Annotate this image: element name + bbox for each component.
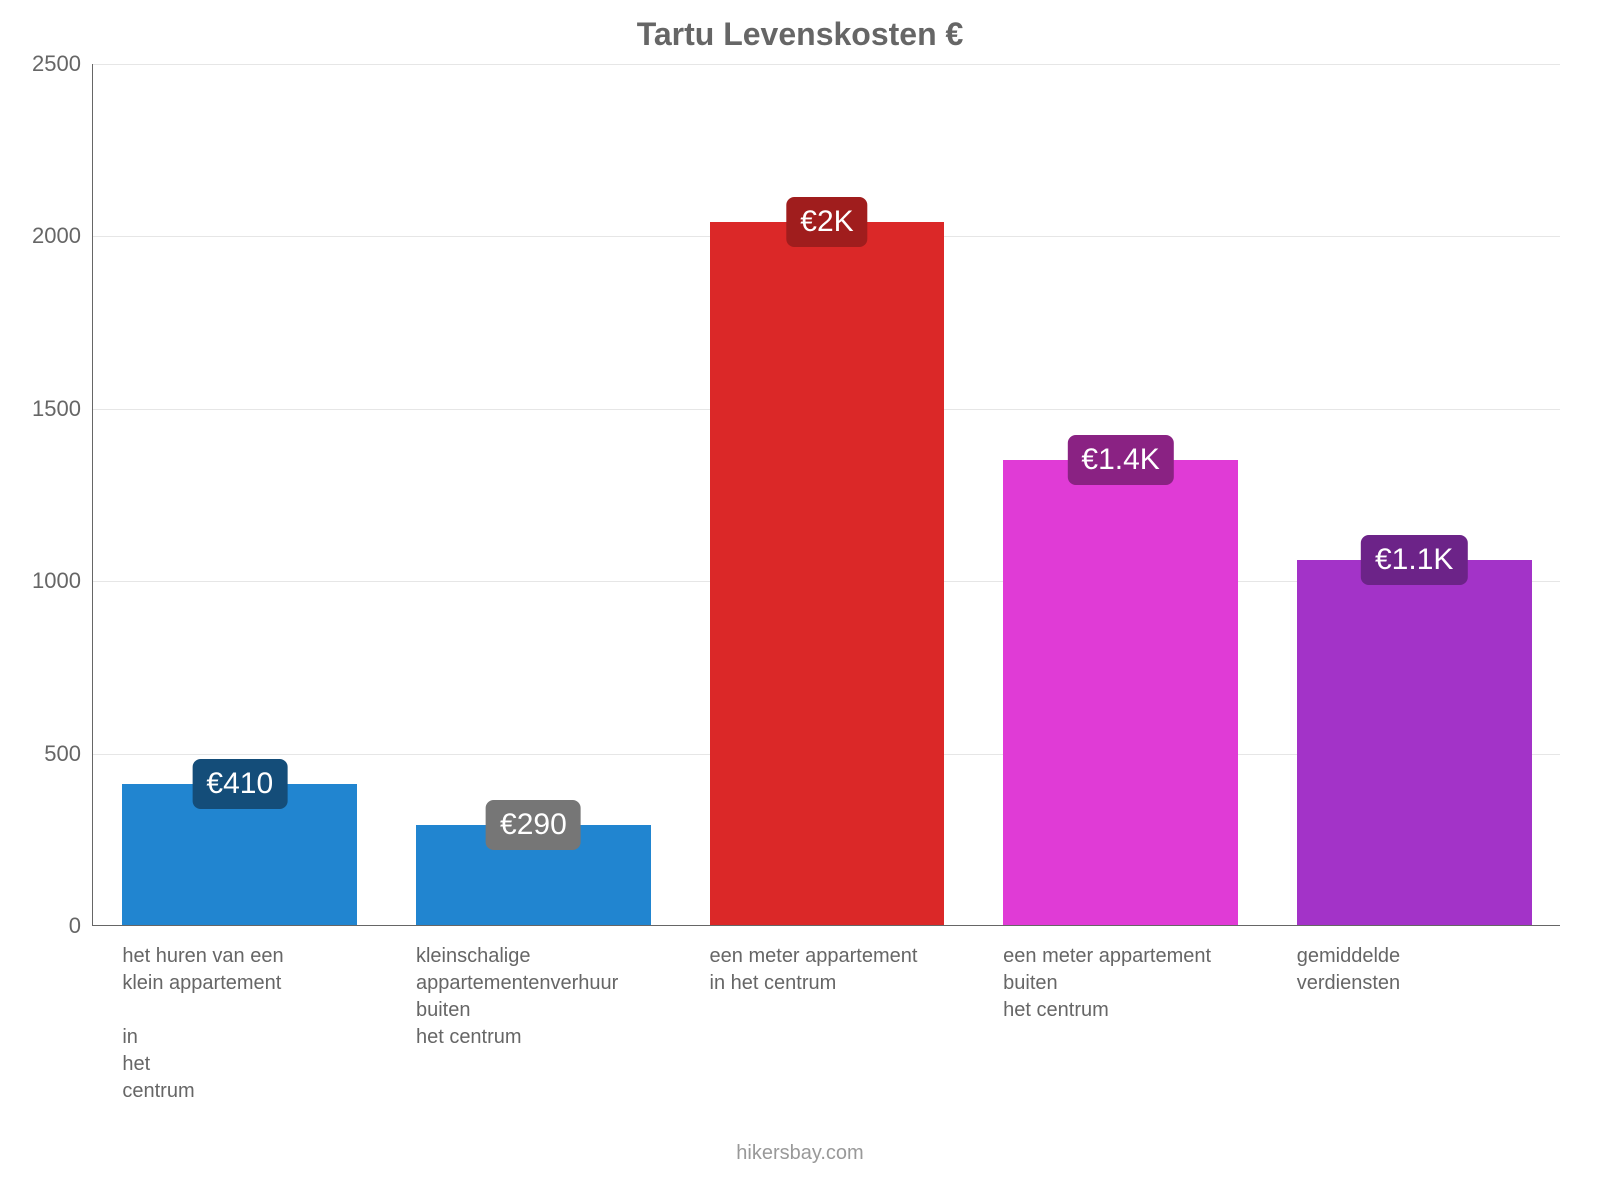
y-tick-label: 1500 xyxy=(32,396,93,422)
attribution-label: hikersbay.com xyxy=(0,1142,1600,1165)
y-tick-label: 500 xyxy=(44,741,93,767)
cost-of-living-chart: Tartu Levenskosten € 0500100015002000250… xyxy=(0,0,1600,1200)
bar: €2K xyxy=(710,222,945,925)
value-badge: €2K xyxy=(786,197,867,247)
y-tick-label: 1000 xyxy=(32,568,93,594)
gridline xyxy=(93,64,1560,65)
x-tick-label: een meter appartement buiten het centrum xyxy=(1003,925,1238,1024)
value-badge: €1.4K xyxy=(1067,435,1173,485)
y-tick-label: 2500 xyxy=(32,51,93,77)
value-badge: €1.1K xyxy=(1361,535,1467,585)
y-tick-label: 2000 xyxy=(32,223,93,249)
plot-area: 05001000150020002500€410het huren van ee… xyxy=(92,64,1560,926)
y-tick-label: 0 xyxy=(69,913,93,939)
chart-title: Tartu Levenskosten € xyxy=(0,16,1600,53)
x-tick-label: het huren van een klein appartement in h… xyxy=(122,925,357,1105)
bar: €1.1K xyxy=(1297,560,1532,925)
value-badge: €410 xyxy=(192,759,287,809)
x-tick-label: kleinschalige appartementenverhuur buite… xyxy=(416,925,651,1051)
x-tick-label: een meter appartement in het centrum xyxy=(710,925,945,997)
bar: €410 xyxy=(122,784,357,925)
bar: €290 xyxy=(416,825,651,925)
bar: €1.4K xyxy=(1003,460,1238,925)
value-badge: €290 xyxy=(486,800,581,850)
x-tick-label: gemiddelde verdiensten xyxy=(1297,925,1532,997)
